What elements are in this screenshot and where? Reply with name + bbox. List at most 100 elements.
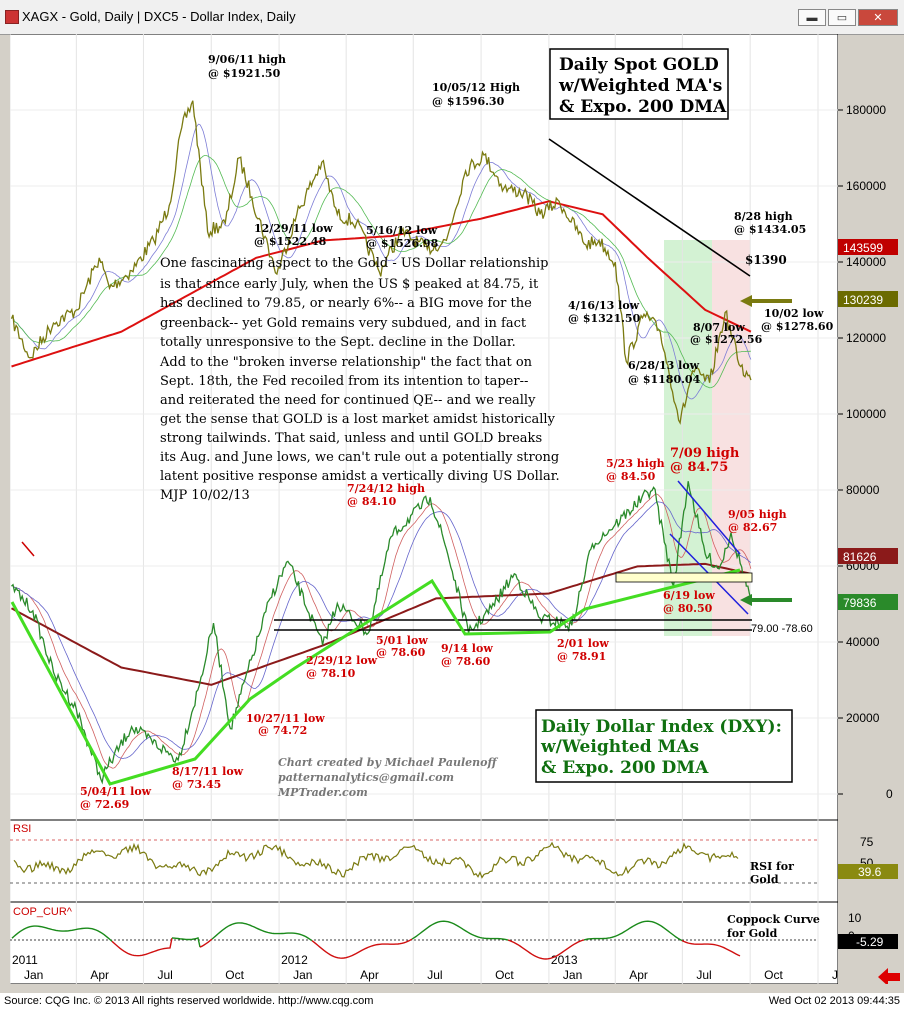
dxy-price-text: 79836 — [843, 596, 877, 610]
gold-ema-200 — [11, 200, 752, 368]
footer-timestamp: Wed Oct 02 2013 09:44:35 — [768, 995, 900, 1007]
coppock-segment — [583, 920, 683, 942]
coppock-segment — [199, 938, 213, 948]
gold-wma-slow — [11, 155, 751, 389]
ann-gold-3: 10/05/12 High — [432, 81, 520, 94]
coppock-segment — [311, 938, 413, 959]
dxy-green-trendline — [10, 568, 741, 786]
commentary-line-1: is that since early July, when the US $ … — [160, 277, 539, 292]
ann-gold-1: 12/29/11 low — [254, 222, 333, 235]
ann-gold-9: $1390 — [745, 253, 787, 267]
gold-price-arrow — [740, 295, 792, 307]
commentary-line-0: One fascinating aspect to the Gold - US … — [160, 256, 548, 271]
x-tick-label: Jul — [157, 968, 172, 982]
minimize-button[interactable]: ▬ — [798, 9, 826, 26]
ann-dxy-3-sub: @ 78.10 — [306, 667, 356, 680]
y-tick-label: 0 — [886, 787, 893, 801]
commentary-line-4: totally unresponsive to the Sept. declin… — [160, 335, 516, 350]
ann-gold-1-sub: @ $1522.48 — [254, 235, 327, 248]
coppock-label: COP_CUR^ — [13, 906, 73, 918]
y-tick-label: 120000 — [846, 331, 886, 345]
gold-title-line1: Daily Spot GOLD — [559, 55, 719, 75]
y-tick-label: 80000 — [846, 483, 880, 497]
dxy-range-box — [615, 572, 753, 583]
ann-gold-4: 4/16/13 low — [568, 299, 640, 312]
coppock-annotation-0: Coppock Curve — [727, 913, 820, 926]
dxy-title-line2: w/Weighted MAs — [540, 737, 699, 757]
ann-dxy-10-sub: @ 82.67 — [728, 521, 777, 534]
x-tick-label: Jul — [427, 968, 442, 982]
rsi-label: RSI — [13, 823, 31, 835]
gold-title-line3: & Expo. 200 DMA — [559, 97, 727, 117]
app-icon — [5, 10, 19, 24]
chart-area: JanAprJulOctJanAprJulOctJanAprJulOctJan2… — [10, 34, 838, 984]
window-title-bar: XAGX - Gold, Daily | DXC5 - Dollar Index… — [0, 0, 904, 35]
dxy-ma-price-text: 81626 — [843, 550, 877, 564]
coppock-segment — [111, 937, 173, 957]
ann-dxy-4: 5/01 low — [376, 634, 428, 647]
x-tick-label: Jan — [563, 968, 582, 982]
gold-price-line — [10, 100, 752, 425]
credit-line-0: Chart created by Michael Paulenoff — [278, 756, 499, 769]
gridlines: JanAprJulOctJanAprJulOctJanAprJulOctJan2… — [10, 34, 838, 984]
right-axis: 1800001600001400001200001000008000060000… — [838, 103, 900, 984]
dxy-title-box — [535, 709, 793, 783]
coppock-segment — [411, 920, 509, 941]
dxy-wma-slow — [11, 501, 752, 760]
ann-gold-8: 10/02 low — [764, 307, 824, 320]
green-shade-zone — [664, 240, 712, 636]
coppock-segment — [211, 922, 313, 942]
x-tick-label: Jan — [832, 968, 838, 982]
ann-dxy-6: 9/14 low — [441, 642, 493, 655]
dxy-price-tag — [838, 594, 898, 610]
gold-price-text: 130239 — [843, 293, 883, 307]
dxy-ema-200 — [11, 562, 752, 686]
credit-line-1: patternanalytics@gmail.com — [278, 771, 454, 784]
ann-dxy-4-sub: @ 78.60 — [376, 646, 426, 659]
ann-gold-5: 8/07 low — [693, 321, 745, 334]
y-axis-ticks: 1800001600001400001200001000008000060000… — [838, 103, 893, 801]
ann-gold-3-sub: @ $1596.30 — [432, 95, 505, 108]
x-tick-label: Apr — [360, 968, 379, 982]
commentary-line-5: Add to the "broken inverse relationship"… — [159, 355, 533, 370]
x-tick-label: Jan — [24, 968, 43, 982]
dxy-price-arrow — [740, 594, 792, 606]
ann-gold-0-sub: @ $1921.50 — [208, 67, 281, 80]
commentary-line-9: strong tailwinds. That said, unless and … — [160, 431, 542, 446]
ann-dxy-7-sub: @ 78.91 — [557, 650, 606, 663]
ann-dxy-7: 2/01 low — [557, 637, 609, 650]
y-tick-label: 160000 — [846, 179, 886, 193]
commentary-line-6: Sept. 18th, the Fed recoiled from its in… — [160, 374, 528, 389]
gold-wma-fast — [11, 123, 752, 400]
chart-svg: JanAprJulOctJanAprJulOctJanAprJulOctJan2… — [10, 34, 838, 984]
ann-gold-6: 6/28/13 low — [628, 359, 700, 372]
gold-title-box — [549, 48, 729, 120]
x-year-label: 2013 — [551, 953, 578, 967]
close-button[interactable]: ✕ — [858, 9, 898, 26]
ann-gold-7: 8/28 high — [734, 210, 793, 223]
ann-dxy-0-sub: @ 72.69 — [80, 798, 129, 811]
rsi-annotation-1: Gold — [750, 873, 779, 886]
rsi-line — [13, 841, 739, 879]
footer-bar: Source: CQG Inc. © 2013 All rights reser… — [0, 993, 904, 1011]
coppock-segment — [11, 925, 113, 942]
ann-dxy-9-sub: @ 84.75 — [670, 460, 728, 475]
commentary-line-12: MJP 10/02/13 — [160, 488, 250, 503]
gold-ma-price-text: 143599 — [843, 241, 883, 255]
ann-dxy-6-sub: @ 78.60 — [441, 655, 491, 668]
dxy-channel-upper — [677, 480, 741, 555]
ann-dxy-3: 2/29/12 low — [306, 654, 378, 667]
coppock-value-tag — [838, 934, 898, 949]
ann-gold-2: 5/16/12 low — [366, 224, 438, 237]
ann-gold-4-sub: @ $1321.50 — [568, 312, 641, 325]
ann-gold-8-sub: @ $1278.60 — [761, 320, 834, 333]
x-tick-label: Apr — [90, 968, 109, 982]
ann-dxy-8: 5/23 high — [606, 457, 665, 470]
commentary-line-8: get the sense that GOLD is a lost market… — [160, 412, 556, 427]
gold-title-line2: w/Weighted MA's — [558, 76, 722, 96]
restore-button[interactable]: ▭ — [828, 9, 856, 26]
ann-gold-5-sub: @ $1272.56 — [690, 333, 763, 346]
scroll-left-arrow-icon[interactable] — [878, 968, 900, 984]
ann-dxy-9: 7/09 high — [670, 446, 740, 461]
y-tick-label: 180000 — [846, 103, 886, 117]
